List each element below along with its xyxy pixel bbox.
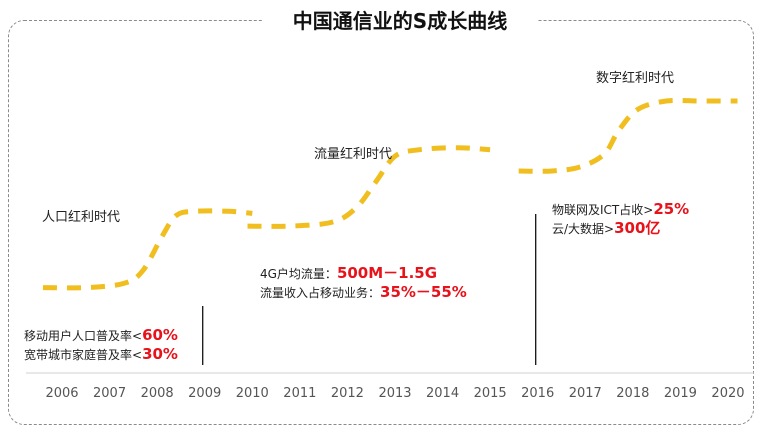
x-tick-label: 2017 [569,386,602,401]
x-tick-label: 2011 [283,386,316,401]
annotation-line: 移动用户人口普及率<60% [24,326,178,345]
chart-title: 中国通信业的S成长曲线 [292,9,508,33]
x-tick-label: 2019 [664,386,697,401]
annotation-digital: 物联网及ICT占收>25% 云/大数据>300亿 [552,200,689,238]
annotation-value: 300亿 [614,219,661,237]
era-label-population: 人口红利时代 [42,210,121,225]
annotation-text: 移动用户人口普及率< [24,329,143,343]
s-curves [42,97,738,291]
s-curve-2 [247,145,491,229]
annotation-line: 4G户均流量：500M－1.5G [260,264,467,283]
annotation-text: 云/大数据> [552,222,615,236]
x-tick-label: 2018 [616,386,649,401]
annotation-value: 500M－1.5G [336,264,438,282]
s-curve-1 [42,208,253,291]
annotation-line: 宽带城市家庭普及率<30% [24,345,178,364]
annotation-value: 35%－55% [380,283,467,301]
annotation-text: 流量收入占移动业务： [260,286,381,300]
x-tick-label: 2016 [521,386,554,401]
x-tick-label: 2013 [378,386,411,401]
annotation-line: 流量收入占移动业务：35%－55% [260,283,467,302]
annotation-line: 云/大数据>300亿 [552,219,689,238]
era-label-digital: 数字红利时代 [596,71,675,86]
x-tick-label: 2008 [141,386,174,401]
x-tick-label: 2006 [45,386,78,401]
x-tick-label: 2020 [711,386,744,401]
annotation-population: 移动用户人口普及率<60% 宽带城市家庭普及率<30% [24,326,178,364]
x-tick-labels: 2006 2007 2008 2009 2010 2011 2012 2013 2014 2015… [45,386,744,401]
x-tick-label: 2010 [236,386,269,401]
era-dividers [202,214,537,365]
era-label-traffic: 流量红利时代 [314,147,393,162]
annotation-text: 宽带城市家庭普及率< [24,348,143,362]
title-container: 中国通信业的S成长曲线 [262,6,538,36]
x-tick-label: 2015 [474,386,507,401]
x-tick-label: 2009 [188,386,221,401]
x-tick-label: 2012 [331,386,364,401]
s-curve-3 [518,97,738,174]
annotation-value: 25% [653,200,690,218]
annotation-text: 物联网及ICT占收> [552,203,654,217]
annotation-value: 60% [142,326,178,344]
annotation-line: 物联网及ICT占收>25% [552,200,689,219]
annotation-value: 30% [142,345,178,363]
x-tick-label: 2014 [426,386,459,401]
x-tick-label: 2007 [93,386,126,401]
annotation-traffic: 4G户均流量：500M－1.5G 流量收入占移动业务：35%－55% [260,264,467,302]
annotation-text: 4G户均流量： [260,267,337,281]
